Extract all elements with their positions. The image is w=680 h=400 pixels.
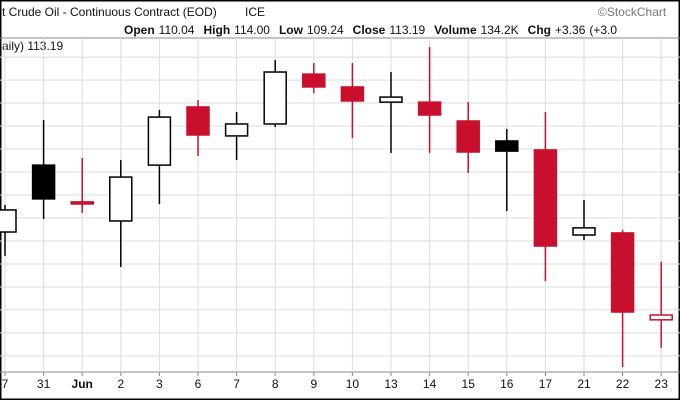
quote-value: 113.19 [389, 23, 425, 37]
candle-body [649, 314, 673, 321]
source: ©StockChart [598, 5, 667, 19]
quote-value: 114.00 [234, 23, 270, 37]
x-tick-label: 17 [539, 377, 553, 391]
exchange: ICE [245, 5, 265, 19]
quote-tail: (+3.0 [589, 23, 617, 37]
legend: aily) 113.19 [2, 39, 63, 53]
x-tick-label: Jun [72, 377, 93, 391]
x-tick-label: 10 [346, 377, 360, 391]
quote-label: High [203, 23, 230, 37]
x-tick-label: 8 [272, 377, 279, 391]
candle-body [495, 140, 519, 152]
x-tick-label: 7 [2, 377, 9, 391]
candle-body [263, 71, 287, 125]
candle-body [302, 73, 326, 88]
x-tick-label: 7 [233, 377, 240, 391]
quote-line: Open 110.04 High 114.00 Low 109.24 Close 113.19… [124, 23, 617, 37]
x-tick-label: 14 [423, 377, 437, 391]
candle-body [0, 209, 17, 233]
candle-body [70, 201, 94, 205]
candle-body [533, 149, 558, 247]
quote-value: +3.36 [555, 23, 586, 37]
x-tick-label: 31 [37, 377, 51, 391]
candle-body [186, 106, 210, 136]
candle-body [417, 101, 442, 116]
candle-body [572, 227, 596, 236]
quote-label: Volume [434, 23, 477, 37]
x-tick-label: 6 [195, 377, 202, 391]
chart-title: t Crude Oil - Continuous Contract (EOD) [2, 5, 217, 19]
x-tick-label: 3 [156, 377, 163, 391]
candle-body [147, 116, 172, 166]
candle-body [340, 86, 365, 102]
candle-body [456, 120, 480, 153]
x-tick-label: 2 [117, 377, 124, 391]
quote-label: Close [353, 23, 386, 37]
candle-body [224, 123, 249, 137]
x-tick-label: 9 [310, 377, 317, 391]
x-tick-label: 21 [577, 377, 591, 391]
candle-body [109, 176, 133, 222]
x-tick-label: 23 [655, 377, 669, 391]
x-tick-label: 15 [462, 377, 476, 391]
x-tick-label: 13 [384, 377, 398, 391]
candle-body [31, 164, 56, 200]
x-tick-label: 16 [500, 377, 514, 391]
quote-label: Low [279, 23, 304, 37]
x-tick-label: 22 [616, 377, 630, 391]
candle-body [379, 96, 403, 103]
quote-label: Open [124, 23, 155, 37]
quote-value: 109.24 [307, 23, 344, 37]
candle-body [610, 232, 635, 313]
quote-value: 110.04 [159, 23, 195, 37]
quote-label: Chg [528, 23, 551, 37]
quote-value: 134.2K [481, 23, 519, 37]
